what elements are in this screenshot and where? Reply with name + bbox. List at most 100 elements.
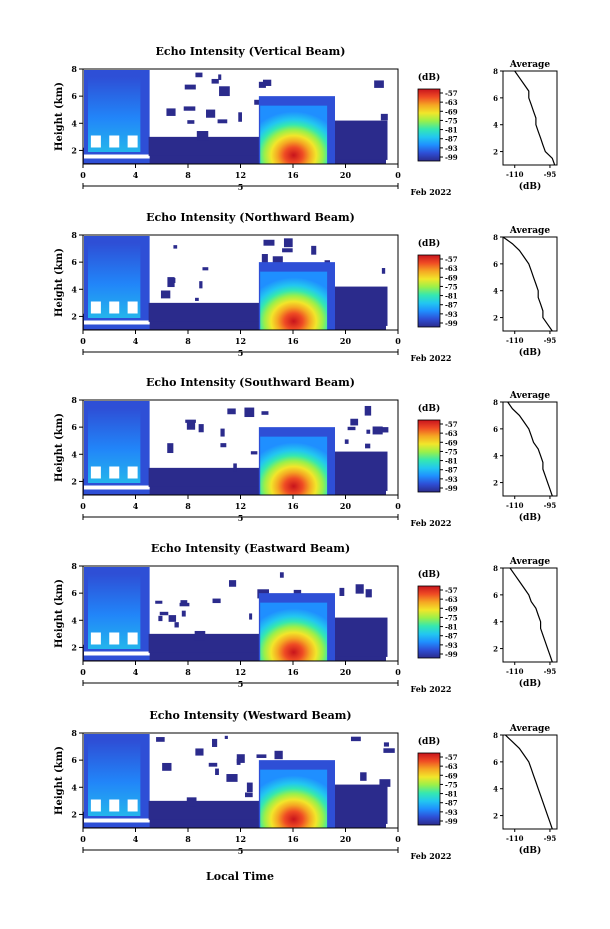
sparse-echo	[156, 737, 165, 742]
trailing-echo	[335, 617, 388, 657]
panel-title: Echo Intensity (Northward Beam)	[146, 211, 355, 224]
convective-core	[260, 105, 328, 164]
sparse-echo	[168, 615, 177, 622]
heatmap-field	[83, 734, 395, 828]
panel-3: Echo Intensity (Eastward Beam) 2 4 6 8 Height…	[54, 542, 558, 694]
y-axis-label: Height (km)	[54, 413, 65, 482]
profile-y-tick-label: 2	[493, 314, 498, 323]
colorbar-tick-label: -87	[445, 632, 458, 641]
echo-gap	[127, 466, 138, 479]
y-tick-label: 4	[71, 615, 77, 625]
profile-x-label: (dB)	[519, 347, 541, 358]
x-tick-label: 4	[133, 170, 139, 180]
x-tick-label: 0	[395, 170, 401, 180]
echo-gap	[127, 799, 138, 812]
sparse-echo	[218, 74, 222, 80]
sparse-echo	[380, 113, 388, 121]
x-tick-label: 0	[80, 501, 86, 511]
sparse-echo	[167, 277, 175, 288]
y-tick-label: 8	[71, 230, 77, 240]
sparse-echo	[219, 86, 230, 97]
profile-frame	[502, 567, 558, 663]
x-tick-label: 8	[185, 501, 191, 511]
profile-x-tick-label: -95	[544, 834, 557, 843]
colorbar-tick-label: -93	[445, 144, 458, 153]
sparse-echo	[195, 748, 204, 756]
sparse-echo	[350, 736, 361, 742]
x-tick-label: 16	[287, 667, 299, 677]
sparse-echo	[217, 119, 228, 124]
colorbar-unit: (dB)	[418, 569, 440, 580]
sparse-echo	[220, 428, 225, 437]
colorbar	[417, 88, 441, 162]
sparse-echo	[249, 613, 253, 620]
colorbar-tick-label: -69	[445, 604, 458, 613]
profile-y-tick-label: 2	[493, 812, 498, 821]
date-suffix: Feb 2022	[411, 851, 452, 861]
sparse-echo	[167, 443, 174, 454]
x-tick-label: 12	[235, 834, 246, 844]
profile-panel: Average 2 4 6 8 -110 -95(dB)	[493, 391, 558, 523]
sparse-echo	[282, 248, 293, 253]
profile-frame	[502, 401, 558, 497]
trailing-echo	[335, 451, 388, 491]
sparse-echo	[233, 463, 237, 472]
x-tick-label: 0	[395, 834, 401, 844]
x-tick-label: 8	[185, 667, 191, 677]
sparse-echo	[160, 290, 171, 299]
sparse-echo	[224, 735, 228, 739]
x-tick-label: 20	[340, 501, 352, 511]
y-tick-label: 8	[71, 64, 77, 74]
profile-y-tick-label: 6	[493, 425, 498, 434]
panel-title: Echo Intensity (Southward Beam)	[146, 376, 355, 389]
panel-1: Echo Intensity (Northward Beam) 2 4 6 8 Heigh…	[54, 211, 558, 363]
sparse-echo	[159, 611, 169, 616]
echo-gap	[84, 818, 150, 823]
panel-4: Echo Intensity (Westward Beam) 2 4 6 8 Height…	[54, 709, 558, 861]
sparse-echo	[350, 418, 359, 426]
colorbar-tick-label: -63	[445, 98, 458, 107]
sparse-echo	[208, 762, 218, 767]
date-suffix: Feb 2022	[411, 353, 452, 363]
sparse-echo	[293, 589, 302, 594]
sparse-echo	[181, 610, 186, 617]
sparse-echo	[256, 754, 267, 758]
sparse-echo	[162, 762, 172, 771]
profile-frame	[502, 734, 558, 830]
colorbar-tick-label: -69	[445, 438, 458, 447]
colorbar-tick-label: -93	[445, 310, 458, 319]
x-tick-label: 4	[133, 336, 139, 346]
y-axis-label: Height (km)	[54, 579, 65, 648]
echo-gap	[84, 320, 150, 325]
x-tick-label: 12	[235, 667, 246, 677]
sparse-echo	[262, 79, 272, 86]
colorbar-tick-label: -87	[445, 466, 458, 475]
panels: Echo Intensity (Vertical Beam) 2 4 6 8 Height…	[54, 45, 558, 861]
sparse-echo	[261, 254, 268, 264]
profile-y-tick-label: 4	[493, 785, 498, 794]
sparse-echo	[274, 750, 283, 760]
colorbar-unit: (dB)	[418, 72, 440, 83]
y-tick-label: 6	[71, 257, 77, 267]
colorbar-tick-label: -57	[445, 255, 458, 264]
panel-title: Echo Intensity (Eastward Beam)	[151, 542, 350, 555]
colorbar-tick-label: -81	[445, 623, 458, 632]
colorbar-tick-label: -99	[445, 153, 458, 162]
colorbar-tick-label: -69	[445, 273, 458, 282]
sparse-echo	[258, 81, 266, 88]
heatmap-field	[83, 567, 388, 661]
y-tick-label: 6	[71, 755, 77, 765]
date-label: 5	[238, 348, 244, 358]
x-tick-label: 4	[133, 834, 139, 844]
sparse-echo	[220, 443, 227, 448]
profile-y-tick-label: 6	[493, 260, 498, 269]
sparse-echo	[173, 245, 178, 249]
profile-title: Average	[509, 226, 550, 236]
sparse-echo	[246, 782, 253, 793]
x-tick-label: 0	[80, 667, 86, 677]
sparse-echo	[381, 268, 386, 274]
sparse-echo	[344, 439, 349, 444]
profile-x-label: (dB)	[519, 845, 541, 856]
x-tick-label: 20	[340, 834, 352, 844]
echo-gap	[109, 799, 120, 812]
